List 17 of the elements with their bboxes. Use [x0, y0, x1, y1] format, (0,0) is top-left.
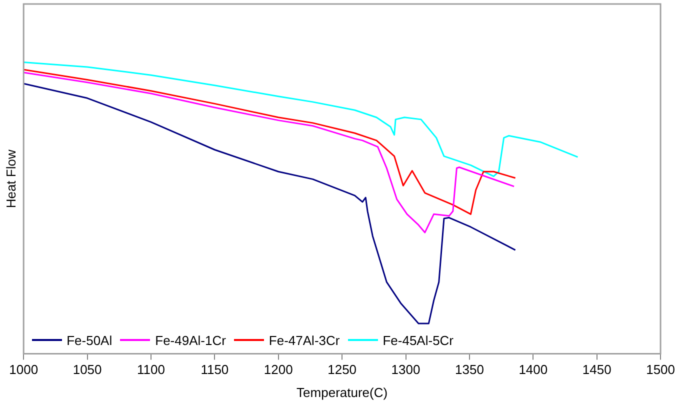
x-tick-label: 1150 — [200, 362, 229, 378]
x-tick-label: 1350 — [454, 362, 484, 378]
legend-label: Fe-49Al-1Cr — [155, 332, 226, 348]
legend-label: Fe-45Al-5Cr — [382, 332, 454, 348]
y-axis-title: Heat Flow — [3, 149, 18, 208]
legend-label: Fe-50Al — [66, 332, 112, 348]
x-tick-label: 1300 — [391, 362, 420, 378]
x-axis-title: Temperature(C) — [296, 384, 388, 400]
legend-label: Fe-47Al-3Cr — [268, 332, 340, 348]
x-tick-label: 1400 — [518, 362, 548, 378]
x-tick-label: 1250 — [328, 362, 357, 378]
x-tick-label: 1200 — [264, 362, 293, 378]
x-tick-label: 1100 — [137, 362, 165, 378]
x-tick-label: 1450 — [582, 362, 612, 378]
x-tick-label: 1050 — [72, 362, 102, 378]
x-tick-label: 1500 — [646, 362, 675, 378]
x-tick-label: 1000 — [9, 362, 38, 378]
